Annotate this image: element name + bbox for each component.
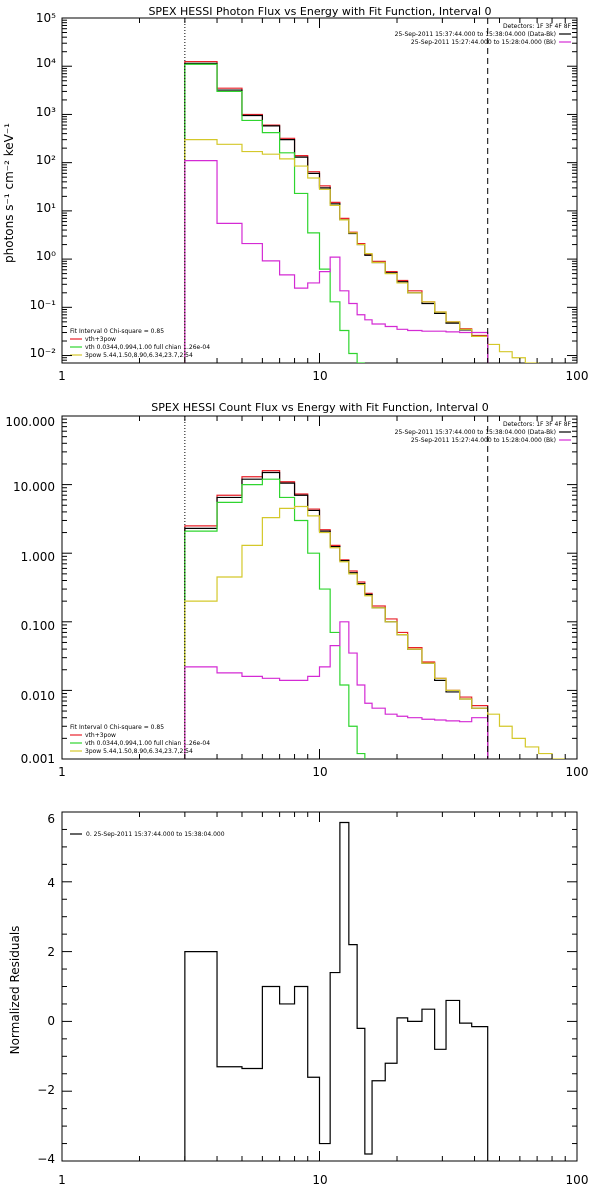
photon-flux-y-tick-label: 10⁻² bbox=[30, 346, 57, 360]
photon-flux-title: SPEX HESSI Photon Flux vs Energy with Fi… bbox=[148, 5, 491, 18]
count-flux-x-tick-label: 10 bbox=[312, 765, 327, 779]
photon-flux-series-yellow bbox=[184, 139, 539, 363]
photon-flux-y-tick-label: 10⁰ bbox=[36, 249, 56, 263]
count-flux-series-yellow bbox=[184, 505, 566, 759]
residuals-plot-area bbox=[184, 821, 489, 1161]
count-flux-legend-data-bk: 25-Sep-2011 15:37:44.000 to 15:38:04.000… bbox=[395, 429, 556, 436]
photon-flux-legend-vth: vth 0.0344,0.994,1.00 full chian 1.26e-0… bbox=[85, 344, 210, 351]
residuals-ylabel: Normalized Residuals bbox=[8, 926, 22, 1055]
count-flux-legend-3pow: 3pow 5.44,1.50,8.90,6.34,23.7,2.54 bbox=[85, 748, 193, 755]
count-flux-plot-area bbox=[184, 470, 566, 759]
residuals-x-tick-label: 10 bbox=[312, 1173, 327, 1187]
photon-flux-y-tick-label: 10² bbox=[36, 153, 56, 167]
residuals-series-black bbox=[184, 821, 489, 1161]
photon-flux-legend-bk: 25-Sep-2011 15:27:44.000 to 15:28:04.000… bbox=[411, 39, 556, 46]
photon-flux-legend-fit-interval: Fit Interval 0 Chi-square = 0.85 bbox=[70, 328, 164, 335]
photon-flux-x-tick-label: 100 bbox=[566, 369, 589, 383]
count-flux-y-tick-label: 10.000 bbox=[13, 480, 55, 494]
photon-flux-legend-3pow: 3pow 5.44,1.50,8.90,6.34,23.7,2.54 bbox=[85, 352, 193, 359]
residuals-y-tick-label: −4 bbox=[37, 1152, 55, 1166]
residuals-y-tick-label: 2 bbox=[47, 945, 55, 959]
residuals-x-tick-label: 100 bbox=[566, 1173, 589, 1187]
count-flux-x-tick-label: 100 bbox=[566, 765, 589, 779]
photon-flux-legend-vth-3pow: vth+3pow bbox=[85, 336, 116, 343]
photon-flux-legend-data-bk: 25-Sep-2011 15:37:44.000 to 15:38:04.000… bbox=[395, 31, 556, 38]
count-flux-y-tick-label: 100.000 bbox=[5, 415, 55, 429]
photon-flux-y-tick-label: 10⁻¹ bbox=[30, 298, 57, 312]
count-flux-series-green bbox=[184, 478, 366, 759]
count-flux-y-tick-label: 0.010 bbox=[21, 689, 55, 703]
photon-flux-series-magenta bbox=[184, 160, 489, 363]
residuals-x-tick-label: 1 bbox=[58, 1173, 66, 1187]
photon-flux-x-tick-label: 10 bbox=[312, 369, 327, 383]
count-flux-y-tick-label: 1.000 bbox=[21, 550, 55, 564]
photon-flux-ylabel: photons s⁻¹ cm⁻² keV⁻¹ bbox=[2, 123, 16, 263]
count-flux-series-magenta bbox=[184, 621, 489, 759]
photon-flux-y-tick-label: 10⁴ bbox=[36, 56, 56, 70]
photon-flux-y-tick-label: 10⁵ bbox=[36, 11, 56, 25]
count-flux-legend-vth: vth 0.0344,0.994,1.00 full chian 1.26e-0… bbox=[85, 740, 210, 747]
photon-flux-y-tick-label: 10¹ bbox=[36, 201, 56, 215]
count-flux-title: SPEX HESSI Count Flux vs Energy with Fit… bbox=[151, 401, 488, 414]
photon-flux-x-tick-label: 1 bbox=[58, 369, 66, 383]
photon-flux-panel: SPEX HESSI Photon Flux vs Energy with Fi… bbox=[2, 5, 588, 383]
count-flux-x-tick-label: 1 bbox=[58, 765, 66, 779]
count-flux-y-tick-label: 0.100 bbox=[21, 619, 55, 633]
residuals-legend-label: 0. 25-Sep-2011 15:37:44.000 to 15:38:04.… bbox=[86, 831, 225, 838]
residuals-y-tick-label: 0 bbox=[47, 1014, 55, 1028]
count-flux-panel: SPEX HESSI Count Flux vs Energy with Fit… bbox=[5, 401, 588, 779]
photon-flux-series-green bbox=[184, 63, 365, 363]
residuals-y-tick-label: 4 bbox=[47, 876, 55, 890]
count-flux-legend-fit-interval: Fit Interval 0 Chi-square = 0.85 bbox=[70, 724, 164, 731]
residuals-y-tick-label: 6 bbox=[47, 812, 55, 826]
residuals-y-tick-label: −2 bbox=[37, 1083, 55, 1097]
count-flux-legend-vth-3pow: vth+3pow bbox=[85, 732, 116, 739]
count-flux-legend-detectors: Detectors: 1F 3F 4F 8F bbox=[503, 421, 572, 428]
count-flux-legend-bk: 25-Sep-2011 15:27:44.000 to 15:28:04.000… bbox=[411, 437, 556, 444]
photon-flux-y-tick-label: 10³ bbox=[36, 105, 56, 119]
photon-flux-plot-area bbox=[184, 60, 539, 363]
photon-flux-legend-detectors: Detectors: 1F 3F 4F 8F bbox=[503, 23, 572, 30]
count-flux-y-tick-label: 0.001 bbox=[21, 752, 55, 766]
